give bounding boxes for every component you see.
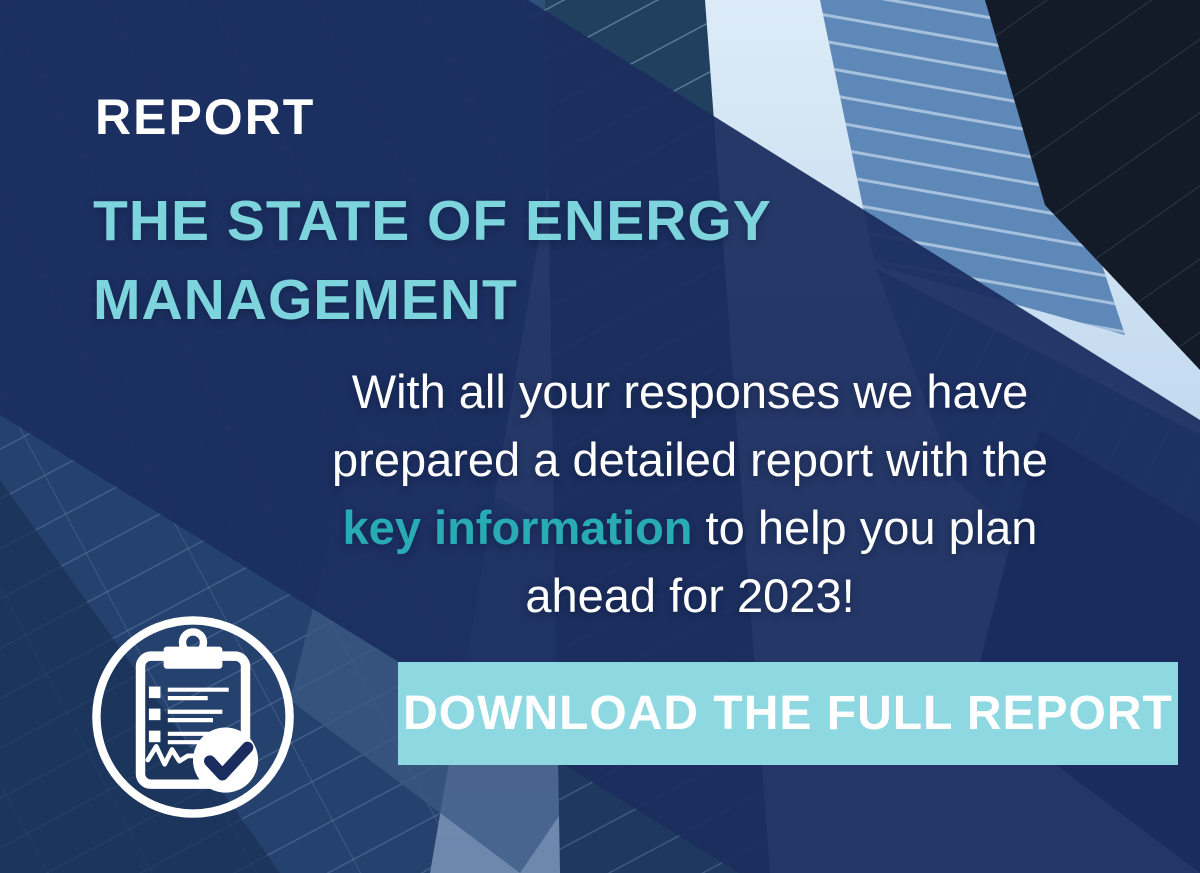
intro-line-3-rest: to help you plan — [692, 501, 1038, 554]
title-line-2: MANAGEMENT — [93, 268, 518, 332]
page-title: THE STATE OF ENERGY MANAGEMENT — [93, 182, 913, 340]
download-report-button[interactable]: DOWNLOAD THE FULL REPORT — [398, 662, 1178, 765]
dark-building — [985, 0, 1200, 370]
intro-line-2: prepared a detailed report with the — [332, 433, 1048, 486]
checkmark-badge-icon — [193, 727, 259, 793]
clipboard-checklist-icon — [92, 616, 294, 818]
intro-text: With all your responses we have prepared … — [190, 358, 1190, 630]
intro-line-1: With all your responses we have — [351, 365, 1029, 418]
title-line-1: THE STATE OF ENERGY — [93, 189, 772, 253]
icon-circle-outline — [92, 616, 294, 818]
clipboard-icon — [135, 628, 251, 789]
intro-line-4: ahead for 2023! — [525, 569, 855, 622]
kicker: REPORT — [95, 89, 316, 145]
key-information-highlight: key information — [342, 501, 693, 554]
